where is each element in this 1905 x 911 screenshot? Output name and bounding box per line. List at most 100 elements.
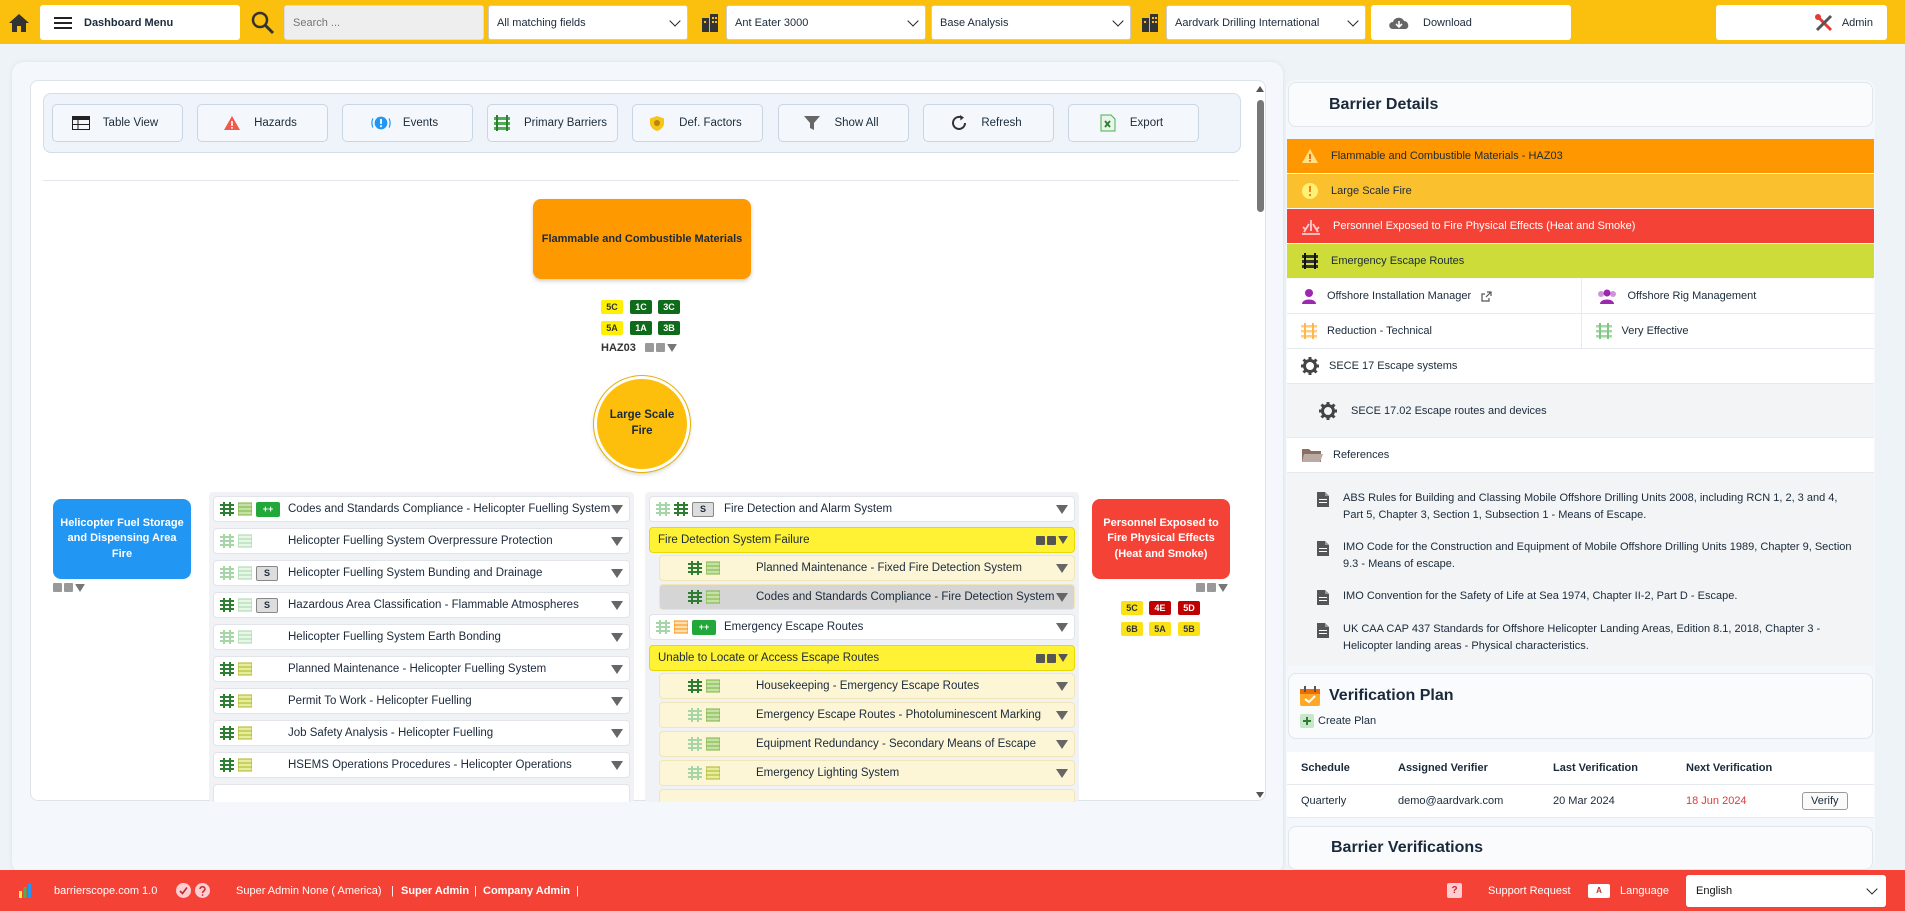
table-view-button[interactable]: Table View [52, 104, 183, 142]
barrier-row[interactable]: S Fire Detection and Alarm System [649, 496, 1075, 522]
filter-icon[interactable] [1056, 768, 1068, 778]
language-select[interactable]: English [1686, 875, 1886, 907]
threat-node[interactable]: Helicopter Fuel Storage and Dispensing A… [53, 499, 191, 579]
download-button[interactable]: Download [1371, 5, 1571, 40]
scroll-up-icon[interactable] [1256, 86, 1264, 92]
search-fields-select[interactable]: All matching fields [488, 5, 688, 40]
barrier-row[interactable]: Helicopter Fuelling System Overpressure … [213, 528, 630, 554]
expand-icon[interactable] [1047, 653, 1056, 663]
role-super-admin[interactable]: Super Admin [401, 884, 470, 897]
scroll-down-icon[interactable] [1256, 792, 1264, 798]
escalation-barrier-row[interactable]: Equipment Redundancy - Secondary Means o… [659, 731, 1075, 757]
barrier-icon [220, 758, 234, 772]
canvas-scrollbar[interactable] [1254, 84, 1266, 800]
home-button[interactable] [6, 5, 32, 40]
events-button[interactable]: Events [342, 104, 473, 142]
external-link-icon[interactable] [1481, 290, 1492, 302]
filter-icon[interactable] [1218, 583, 1228, 592]
escalation-barrier-row[interactable]: Codes and Standards Compliance - Fire De… [659, 584, 1075, 610]
filter-icon[interactable] [611, 568, 623, 578]
barrier-row[interactable]: ++ Emergency Escape Routes [649, 614, 1075, 640]
check-circle-icon[interactable] [176, 883, 191, 898]
top-event-node[interactable]: Large Scale Fire [594, 376, 690, 472]
barrier-row[interactable]: S Hazardous Area Classification - Flamma… [213, 592, 630, 618]
dashboard-menu-button[interactable]: Dashboard Menu [40, 5, 240, 40]
support-icon[interactable]: ? [1447, 870, 1462, 911]
collapse-icon[interactable] [645, 343, 654, 352]
filter-icon[interactable] [1056, 681, 1068, 691]
collapse-icon[interactable] [53, 583, 62, 592]
collapse-icon[interactable] [1196, 583, 1205, 592]
barrier-row[interactable]: Job Safety Analysis - Helicopter Fuellin… [213, 720, 630, 746]
search-icon[interactable] [248, 5, 278, 40]
hazard-band[interactable]: Flammable and Combustible Materials - HA… [1287, 139, 1874, 173]
filter-icon[interactable] [667, 343, 677, 352]
escalation-barrier-row[interactable]: Emergency Lighting System [659, 760, 1075, 786]
expand-icon[interactable] [64, 583, 73, 592]
filter-icon[interactable] [1056, 739, 1068, 749]
owner-label[interactable]: Offshore Installation Manager [1327, 290, 1472, 302]
escalation-barrier-row[interactable]: Emergency Escape Routes - Photoluminesce… [659, 702, 1075, 728]
filter-icon[interactable] [611, 760, 623, 770]
expand-icon[interactable] [1207, 583, 1216, 592]
filter-icon[interactable] [75, 583, 85, 592]
filter-icon[interactable] [1056, 563, 1068, 573]
collapse-icon[interactable] [1036, 653, 1045, 663]
consequence-band[interactable]: Personnel Exposed to Fire Physical Effec… [1287, 209, 1874, 243]
barrier-row[interactable]: HSEMS Operations Procedures - Helicopter… [213, 752, 630, 778]
support-request-link[interactable]: Support Request [1488, 884, 1571, 897]
hazard-node[interactable]: Flammable and Combustible Materials [533, 199, 751, 279]
top-event-band-label: Large Scale Fire [1331, 185, 1412, 197]
filter-icon[interactable] [1056, 622, 1068, 632]
barrier-row[interactable]: S Helicopter Fuelling System Bunding and… [213, 560, 630, 586]
barrier-label: Job Safety Analysis - Helicopter Fuellin… [288, 727, 494, 739]
barrier-band[interactable]: Emergency Escape Routes [1287, 244, 1874, 278]
primary-barriers-button[interactable]: Primary Barriers [487, 104, 618, 142]
filter-icon[interactable] [611, 664, 623, 674]
asset-select[interactable]: Ant Eater 3000 [726, 5, 926, 40]
scroll-thumb[interactable] [1257, 100, 1264, 212]
escalation-barrier-row[interactable]: Planned Maintenance - Fixed Fire Detecti… [659, 555, 1075, 581]
admin-button[interactable]: Admin [1716, 5, 1887, 40]
filter-icon[interactable] [1058, 536, 1068, 544]
escalation-barrier-row[interactable]: Housekeeping - Emergency Escape Routes [659, 673, 1075, 699]
role-company-admin[interactable]: Company Admin [483, 884, 570, 897]
barrier-row[interactable]: Planned Maintenance - Helicopter Fuellin… [213, 656, 630, 682]
def-factors-button[interactable]: Def. Factors [632, 104, 763, 142]
company-select[interactable]: Aardvark Drilling International [1166, 5, 1366, 40]
filter-icon[interactable] [1056, 504, 1068, 514]
expand-icon[interactable] [1047, 535, 1056, 545]
barrier-row[interactable] [213, 784, 630, 802]
barrier-row[interactable]: Permit To Work - Helicopter Fuelling [213, 688, 630, 714]
help-circle-icon[interactable] [195, 883, 210, 898]
expand-icon[interactable] [656, 343, 665, 352]
export-button[interactable]: Export [1068, 104, 1199, 142]
hazards-button[interactable]: Hazards [197, 104, 328, 142]
barrier-row[interactable]: ++ Codes and Standards Compliance - Heli… [213, 496, 630, 522]
show-all-button[interactable]: Show All [778, 104, 909, 142]
consequence-node[interactable]: Personnel Exposed to Fire Physical Effec… [1092, 499, 1230, 579]
references-row[interactable]: References [1287, 438, 1874, 473]
escalation-factor-row[interactable]: Fire Detection System Failure [649, 527, 1075, 553]
filter-icon[interactable] [611, 504, 623, 514]
search-input[interactable] [284, 5, 484, 40]
filter-icon[interactable] [611, 728, 623, 738]
escalation-factor-row[interactable]: Unable to Locate or Access Escape Routes [649, 645, 1075, 671]
filter-icon[interactable] [1056, 592, 1068, 602]
top-event-band[interactable]: Large Scale Fire [1287, 174, 1874, 208]
barrier-row[interactable]: Helicopter Fuelling System Earth Bonding [213, 624, 630, 650]
filter-icon[interactable] [611, 536, 623, 546]
create-plan-button[interactable]: Create Plan [1300, 714, 1376, 728]
refresh-button[interactable]: Refresh [923, 104, 1054, 142]
collapse-icon[interactable] [1036, 535, 1045, 545]
escalation-barrier-row[interactable] [659, 789, 1075, 802]
verify-button[interactable]: Verify [1802, 792, 1848, 810]
escalation-factor-label: Fire Detection System Failure [658, 534, 810, 546]
search-fields-value: All matching fields [497, 16, 586, 29]
filter-icon[interactable] [611, 632, 623, 642]
analysis-select[interactable]: Base Analysis [931, 5, 1131, 40]
filter-icon[interactable] [1058, 654, 1068, 662]
filter-icon[interactable] [1056, 710, 1068, 720]
filter-icon[interactable] [611, 696, 623, 706]
filter-icon[interactable] [611, 600, 623, 610]
